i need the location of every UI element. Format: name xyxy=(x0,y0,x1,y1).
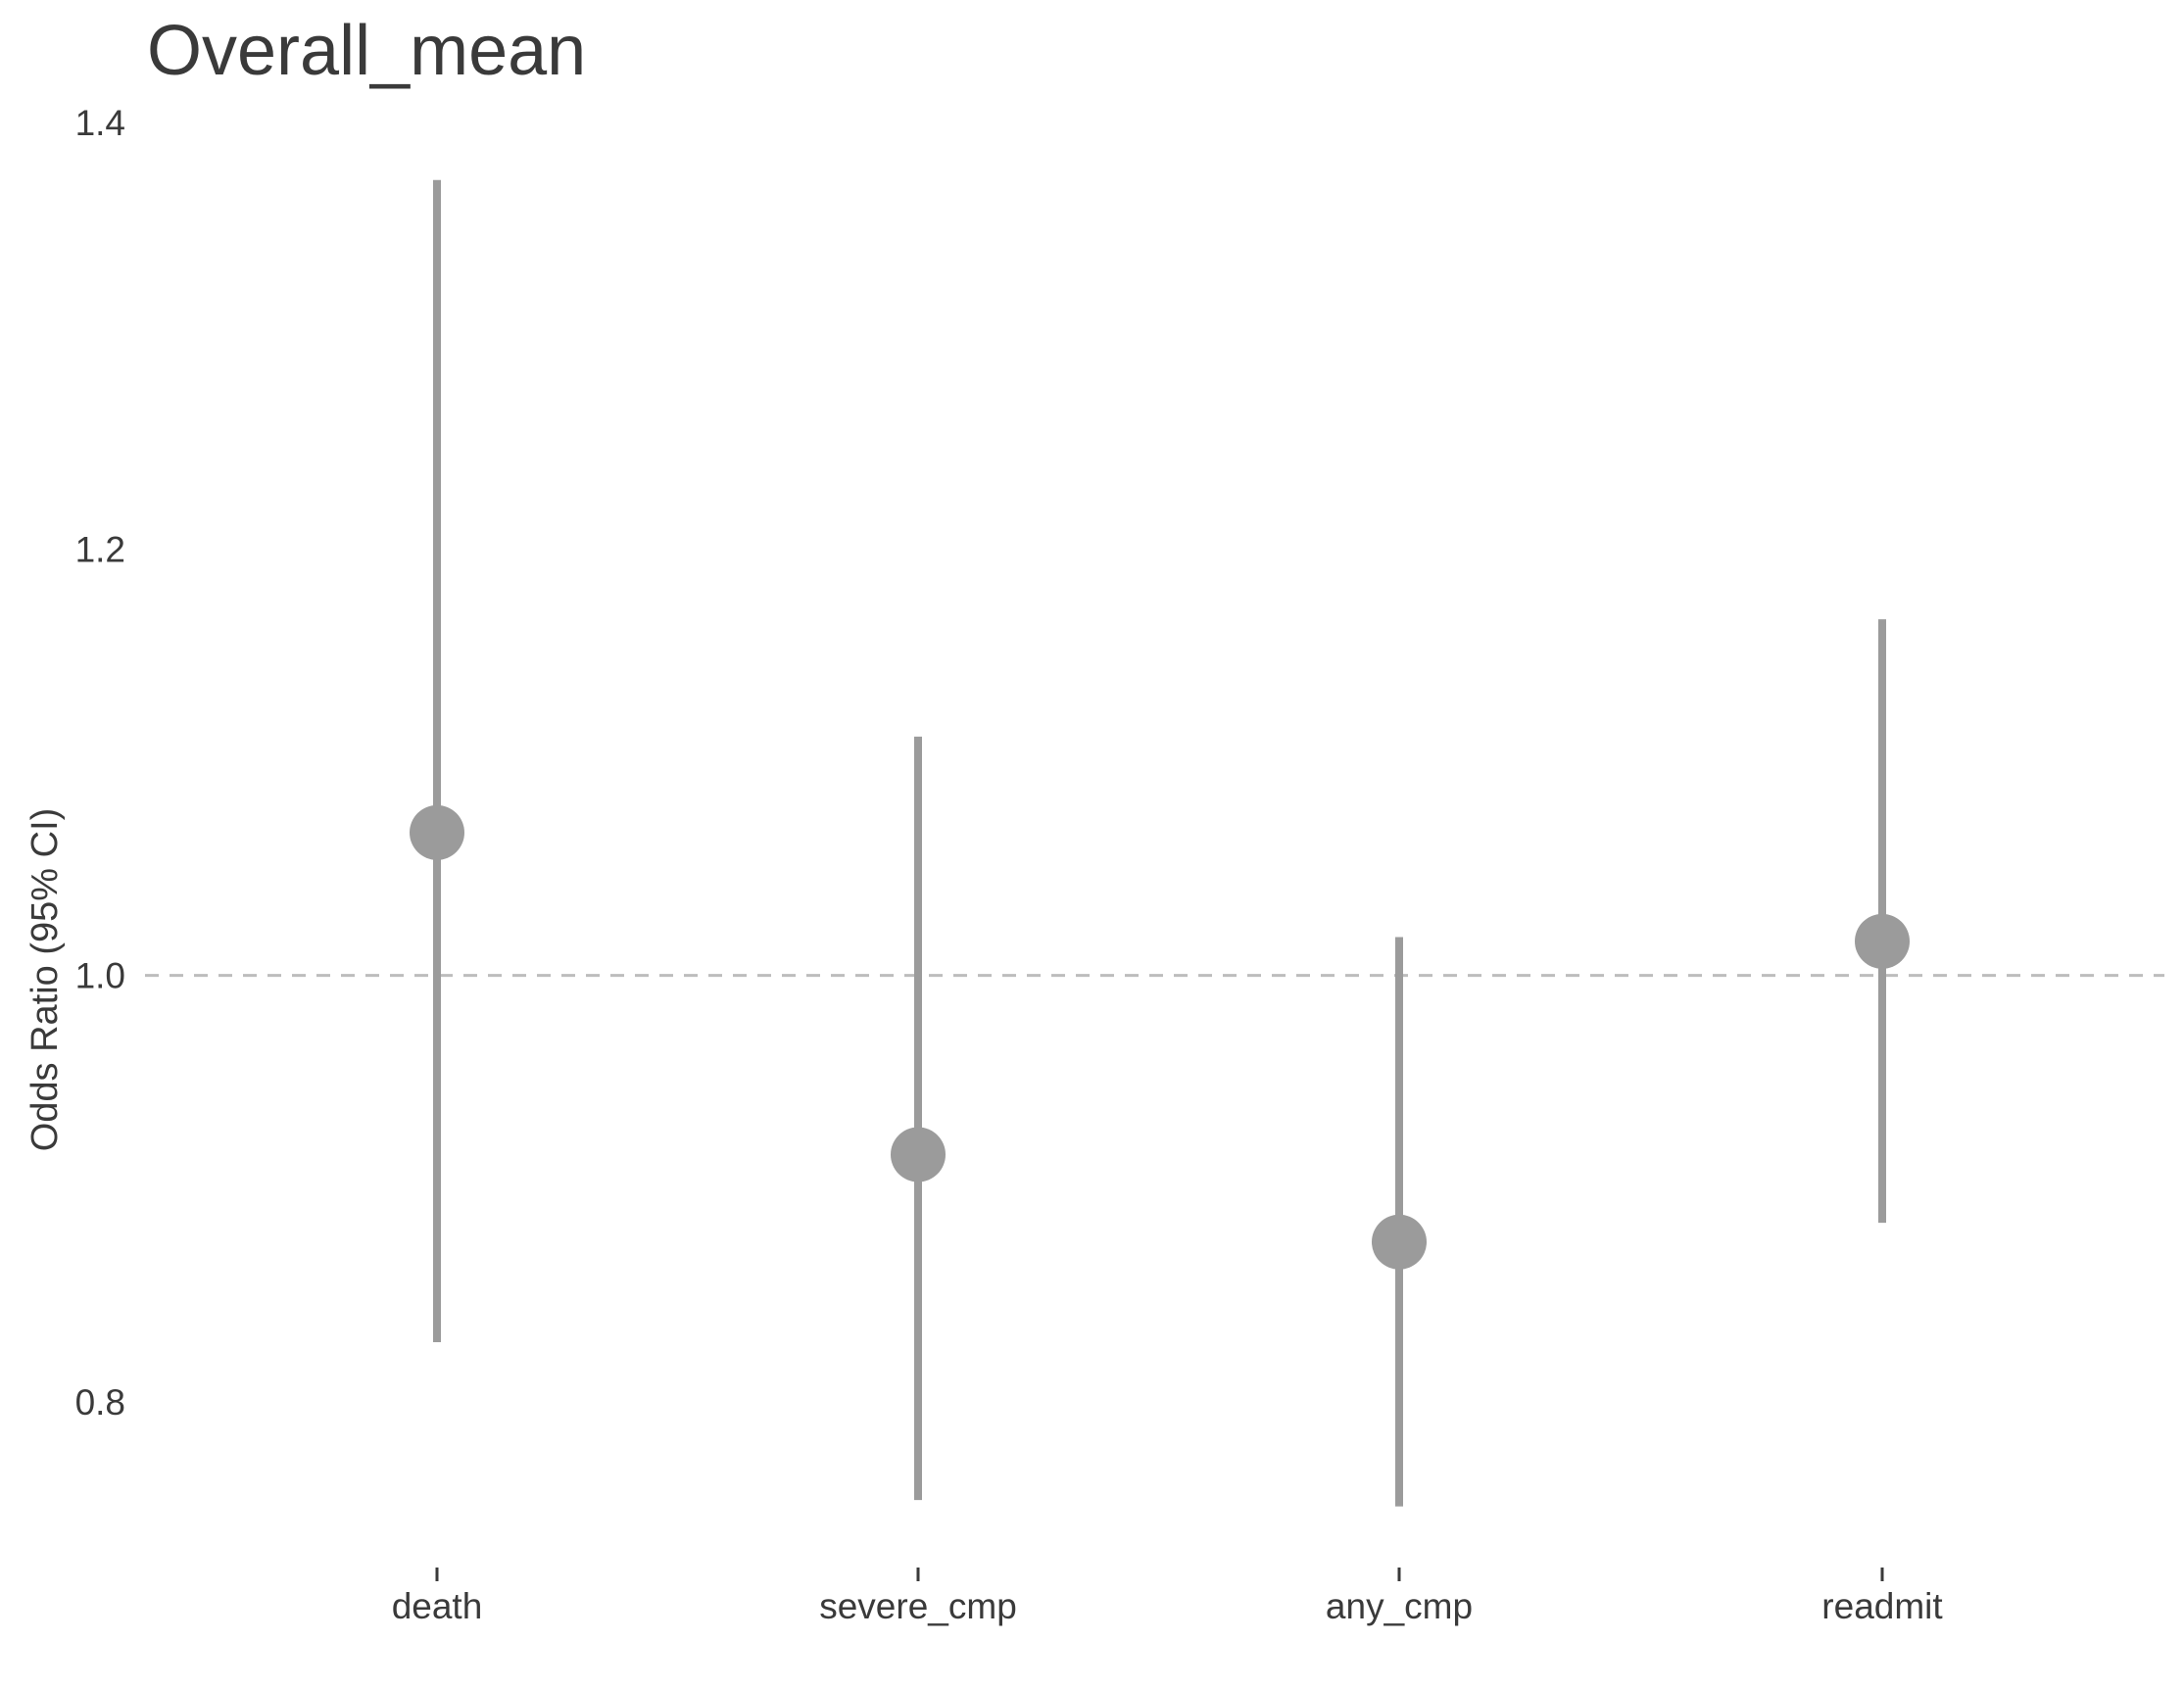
y-axis-label: Odds Ratio (95% CI) xyxy=(24,808,66,1152)
x-tick-label: any_cmp xyxy=(1326,1586,1473,1626)
y-tick-label: 1.2 xyxy=(75,529,125,569)
x-tick-label: death xyxy=(392,1586,483,1626)
chart-title: Overall_mean xyxy=(147,12,586,90)
point-death xyxy=(410,804,464,860)
point-any_cmp xyxy=(1372,1214,1427,1270)
y-axis-ticks: 0.8 1.0 1.2 1.4 xyxy=(75,103,125,1423)
point-estimates xyxy=(410,804,1910,1270)
x-tick-label: severe_cmp xyxy=(819,1586,1017,1626)
y-tick-label: 1.4 xyxy=(75,103,125,143)
point-severe_cmp xyxy=(891,1127,946,1182)
error-bars xyxy=(433,179,1886,1507)
x-tick-label: readmit xyxy=(1821,1586,1943,1626)
point-readmit xyxy=(1855,913,1910,969)
y-tick-label: 0.8 xyxy=(75,1382,125,1423)
x-axis-ticks: death severe_cmp any_cmp readmit xyxy=(392,1568,1943,1626)
y-tick-label: 1.0 xyxy=(75,956,125,996)
